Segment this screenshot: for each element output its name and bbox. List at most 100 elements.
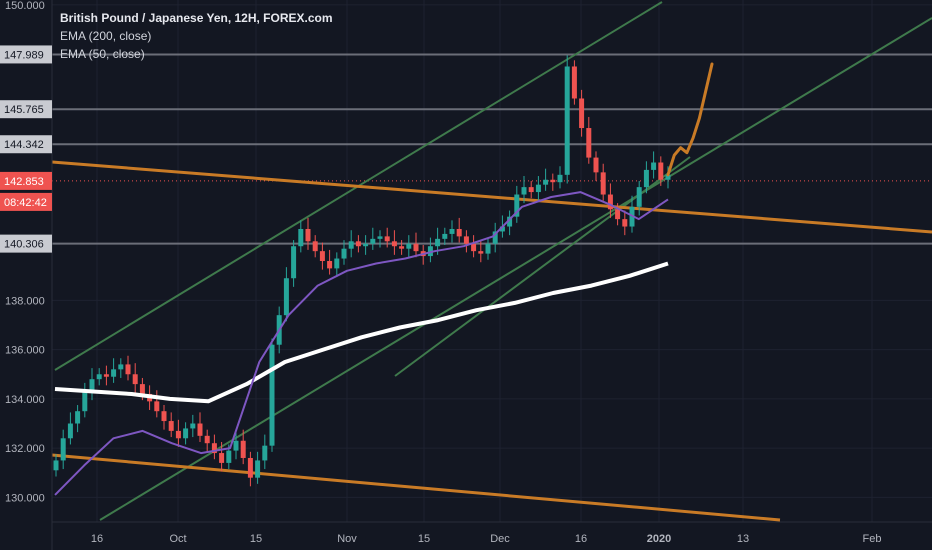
candle-body <box>370 238 376 244</box>
candle-body <box>348 241 354 249</box>
y-tick-label: 136.000 <box>5 345 45 357</box>
candle-body <box>507 216 513 227</box>
candle-body <box>327 261 333 269</box>
candle-body <box>471 243 477 252</box>
price-badge-label: 142.853 <box>4 176 44 188</box>
y-tick-label: 132.000 <box>5 443 45 455</box>
y-axis-panel <box>0 0 52 550</box>
price-badge <box>0 45 52 64</box>
x-tick-label: 15 <box>418 533 430 545</box>
candle-body <box>363 243 369 247</box>
price-badge <box>0 135 52 154</box>
candle-body <box>622 219 628 227</box>
x-tick-label: Nov <box>337 533 357 545</box>
candle-body <box>528 187 534 193</box>
channel-lower-line <box>99 17 932 521</box>
trendline-upper <box>51 160 932 234</box>
candle-body <box>492 231 498 244</box>
x-tick-label: Dec <box>490 533 510 545</box>
candle-body <box>154 401 160 412</box>
candle-body <box>643 169 649 188</box>
candle-body <box>543 179 549 185</box>
horizontal-levels[interactable] <box>52 53 932 245</box>
candle-body <box>312 241 318 252</box>
candlesticks <box>53 55 671 487</box>
x-tick-label: 16 <box>91 533 103 545</box>
candle-body <box>427 246 433 257</box>
candle-body <box>399 246 405 249</box>
x-tick-label: Feb <box>863 533 882 545</box>
candle-body <box>247 457 253 478</box>
price-badge <box>0 234 52 253</box>
candle-body <box>75 411 81 424</box>
price-badge-label: 144.342 <box>4 139 44 151</box>
candle-body <box>413 243 419 252</box>
candle-body <box>240 440 246 458</box>
candle-body <box>53 460 59 471</box>
price-badges: 147.989 145.765 144.342 142.853 08:42:42 140.… <box>0 45 52 253</box>
candle-body <box>355 241 361 247</box>
candle-body <box>341 248 347 259</box>
candle-body <box>132 374 138 385</box>
candle-body <box>82 391 88 412</box>
candle-body <box>211 443 217 454</box>
candle-body <box>60 438 66 461</box>
chart-legend: British Pound / Japanese Yen, 12H, FOREX… <box>60 9 333 63</box>
grid <box>52 0 932 522</box>
candle-body <box>485 243 491 254</box>
trendline-lower <box>51 453 781 522</box>
legend-ema50[interactable]: EMA (50, close) <box>60 47 145 61</box>
x-tick-label: 13 <box>737 533 749 545</box>
candle-body <box>139 384 145 394</box>
candle-body <box>161 411 167 422</box>
candle-body <box>226 450 232 463</box>
candle-body <box>183 428 189 439</box>
candle-body <box>665 174 671 180</box>
ema200-line <box>54 261 669 404</box>
candle-body <box>377 236 383 239</box>
candle-body <box>456 228 462 237</box>
candle-body <box>463 236 469 244</box>
candle-body <box>521 187 527 195</box>
candle-body <box>125 364 131 375</box>
candle-body <box>305 228 311 242</box>
candle-body <box>535 184 541 193</box>
ema50-line <box>54 191 669 496</box>
candle-body <box>658 162 664 180</box>
price-badge-label: 145.765 <box>4 104 44 116</box>
candle-body <box>651 162 657 170</box>
candle-body <box>550 179 556 183</box>
candle-body <box>391 241 397 247</box>
price-badge-label: 147.989 <box>4 49 44 61</box>
chart-title: British Pound / Japanese Yen, 12H, FOREX… <box>60 11 333 25</box>
price-badge <box>0 192 52 211</box>
candle-body <box>67 423 73 439</box>
legend-ema200[interactable]: EMA (200, close) <box>60 29 152 43</box>
candle-body <box>197 423 203 436</box>
candle-body <box>406 243 412 249</box>
y-tick-label: 138.000 <box>5 295 45 307</box>
candle-body <box>283 278 289 316</box>
candle-body <box>499 226 505 232</box>
candle-body <box>319 251 325 261</box>
candle-body <box>514 194 520 217</box>
x-tick-label: 2020 <box>647 533 671 545</box>
x-tick-label: 16 <box>575 533 587 545</box>
x-tick-label: 15 <box>250 533 262 545</box>
candle-body <box>291 246 297 279</box>
candle-body <box>435 238 441 247</box>
candle-body <box>586 128 592 158</box>
candle-body <box>478 251 484 254</box>
price-badge <box>0 100 52 119</box>
ema-lines <box>54 62 714 496</box>
candle-body <box>190 423 196 429</box>
candle-body <box>636 187 642 207</box>
candle-body <box>298 228 304 247</box>
projection-path <box>666 62 714 177</box>
candle-body <box>384 236 390 242</box>
candle-body <box>579 98 585 129</box>
candle-body <box>118 364 124 370</box>
